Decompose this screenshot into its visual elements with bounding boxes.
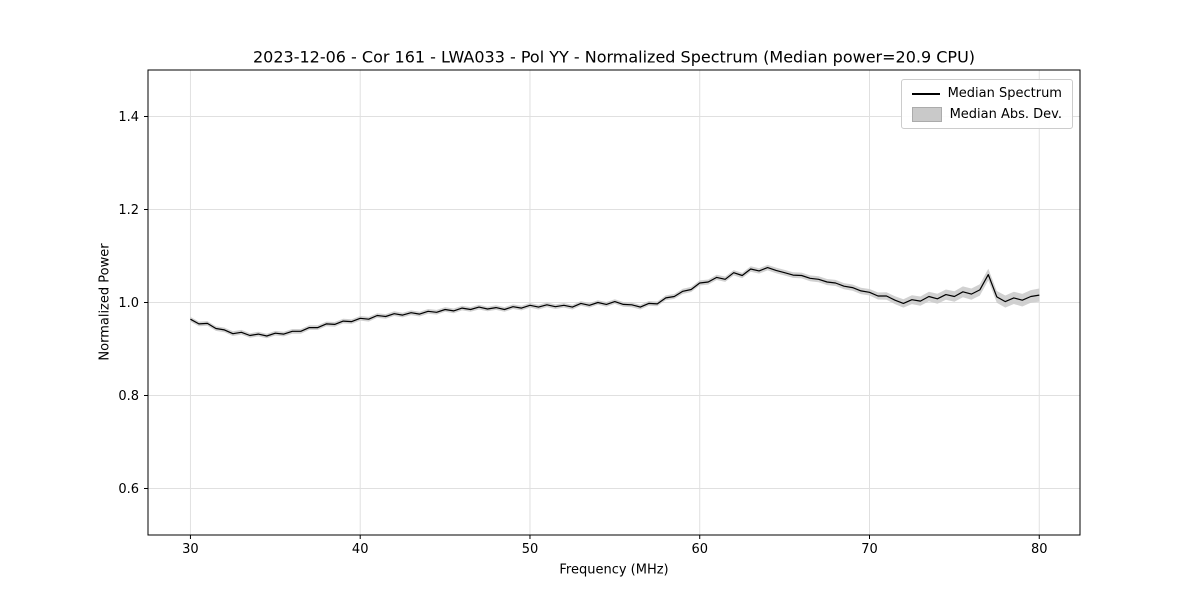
legend-patch-swatch <box>911 107 942 122</box>
legend-label: Median Spectrum <box>947 86 1062 101</box>
x-tick-label: 70 <box>861 542 878 557</box>
x-tick-label: 40 <box>352 542 369 557</box>
legend: Median Spectrum Median Abs. Dev. <box>900 79 1073 129</box>
x-axis-label: Frequency (MHz) <box>559 562 669 578</box>
x-tick-label: 50 <box>522 542 539 557</box>
x-tick-label: 30 <box>182 542 199 557</box>
legend-line-swatch <box>911 92 940 95</box>
y-tick-label: 1.2 <box>118 203 139 218</box>
y-tick-label: 1.0 <box>118 296 139 311</box>
legend-entry-median-abs-dev: Median Abs. Dev. <box>911 107 1062 122</box>
chart-title: 2023-12-06 - Cor 161 - LWA033 - Pol YY -… <box>252 47 976 67</box>
legend-entry-median-spectrum: Median Spectrum <box>911 86 1062 101</box>
legend-label: Median Abs. Dev. <box>949 107 1062 122</box>
median-spectrum-line <box>190 267 1040 337</box>
y-tick-label: 0.8 <box>118 389 139 404</box>
y-axis-label: Normalized Power <box>97 243 113 361</box>
y-tick-label: 0.6 <box>118 482 139 497</box>
y-tick-label: 1.4 <box>118 110 139 125</box>
x-tick-label: 80 <box>1031 542 1048 557</box>
x-tick-label: 60 <box>691 542 708 557</box>
